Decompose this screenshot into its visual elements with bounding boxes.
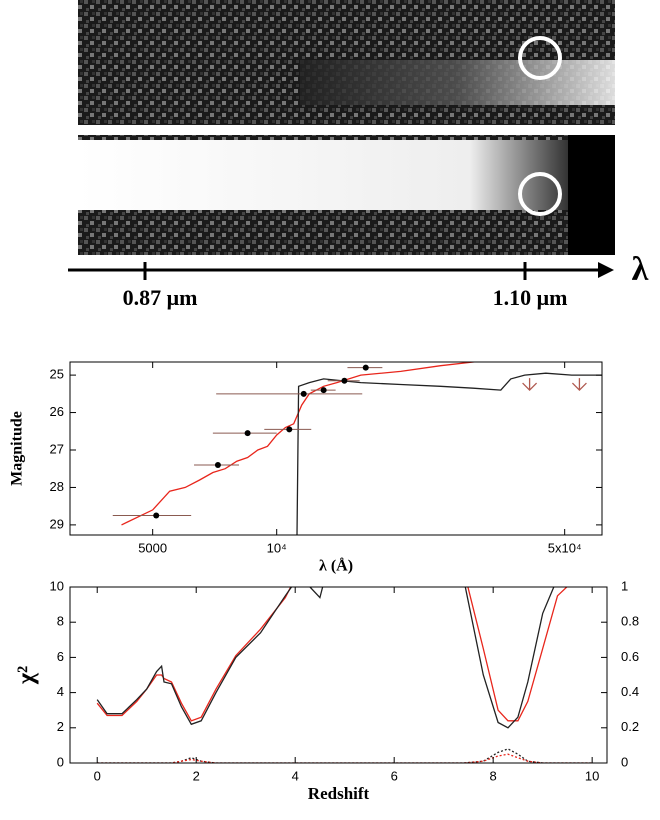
chart: 0 2 4 6 8 10 0 2 4 6 8 10 0 0.2 0.4 0.6 0.8 1 Redshift χ² <box>14 578 640 803</box>
circle-marker <box>518 36 562 80</box>
trace <box>300 60 615 105</box>
axis-label: λ <box>632 251 649 288</box>
data-point <box>244 430 251 437</box>
y2-tick-label: 0.4 <box>621 684 639 699</box>
tick-label: 1.10 μm <box>493 285 568 310</box>
x-axis-label: Redshift <box>308 784 370 803</box>
plot-area <box>96 587 593 763</box>
y-tick-label: 28 <box>50 479 64 494</box>
x-tick-label: 4 <box>292 768 299 783</box>
data-point <box>362 364 369 371</box>
tick-label: 0.87 μm <box>123 285 198 310</box>
x-tick-label: 5000 <box>138 540 167 555</box>
plot-frame <box>69 586 608 764</box>
upper-limit <box>571 378 587 392</box>
x-tick-label: 10 <box>585 768 599 783</box>
series-line <box>96 587 555 729</box>
x-tick-label: 6 <box>391 768 398 783</box>
x-axis-label: λ (Å) <box>319 557 353 575</box>
x-tick-label: 5x10⁴ <box>548 540 582 555</box>
trace <box>78 140 568 210</box>
y-tick-label: 27 <box>50 441 64 456</box>
series-line <box>97 748 593 763</box>
circle-marker <box>518 172 562 216</box>
y-tick-label: 8 <box>57 614 64 629</box>
y-axis-label: Magnitude <box>9 411 26 486</box>
y2-tick-label: 0.8 <box>621 614 639 629</box>
y-tick-label: 26 <box>50 404 64 419</box>
spectrum-image: λ 0.87 μm 1.10 μm <box>68 0 649 310</box>
y-tick-label: 25 <box>50 367 64 382</box>
image-edge <box>568 135 615 255</box>
x-tick-label: 0 <box>94 768 101 783</box>
y-tick-label: 29 <box>50 516 64 531</box>
plot-frame <box>69 361 603 536</box>
data-point <box>214 461 221 468</box>
data-point <box>300 390 307 397</box>
y-axis-label: χ² <box>14 666 40 685</box>
y2-tick-label: 1 <box>621 578 628 593</box>
x-tick-label: 8 <box>490 768 497 783</box>
data-point <box>286 426 293 433</box>
x-tick-label: 10⁴ <box>267 540 287 555</box>
series-line <box>121 362 479 526</box>
plot-area <box>112 362 602 535</box>
chart: 5000 10⁴ 5x10⁴ 25 26 27 28 29 λ (Å) Magnitude <box>9 361 603 575</box>
y-tick-label: 6 <box>57 649 64 664</box>
y-tick-label: 10 <box>50 578 64 593</box>
upper-limit <box>522 378 538 392</box>
y2-tick-label: 0 <box>621 754 628 769</box>
y-tick-label: 0 <box>57 754 64 769</box>
series-line <box>96 587 568 722</box>
arrow-head <box>598 262 614 278</box>
series-line <box>97 753 593 763</box>
y-tick-label: 2 <box>57 719 64 734</box>
y2-tick-label: 0.2 <box>621 719 639 734</box>
x-tick-label: 2 <box>193 768 200 783</box>
data-point <box>341 377 348 384</box>
data-point <box>320 387 327 394</box>
series-line <box>296 372 602 535</box>
y-tick-label: 4 <box>57 684 64 699</box>
data-point <box>153 512 160 519</box>
y2-tick-label: 0.6 <box>621 649 639 664</box>
